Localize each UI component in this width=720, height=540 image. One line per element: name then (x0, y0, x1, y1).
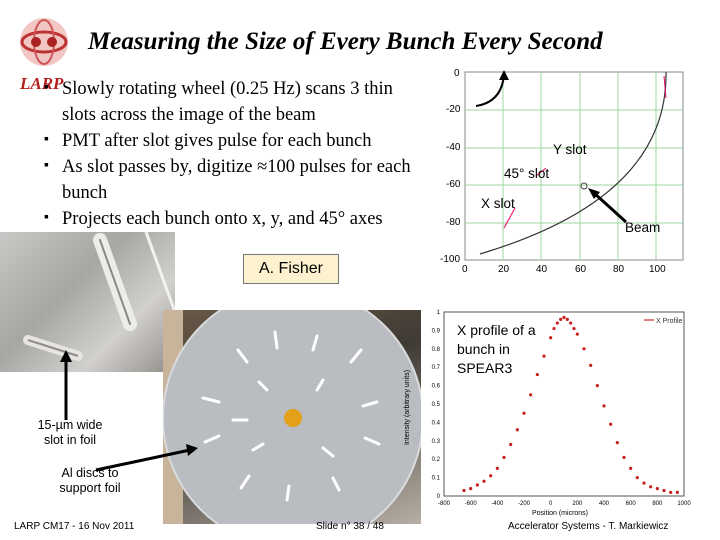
data-point (569, 321, 573, 325)
data-point (609, 422, 613, 426)
data-point (542, 354, 546, 358)
x-tick-label: 0 (549, 501, 553, 507)
x-tick-label: 20 (498, 264, 510, 275)
foil-closeup-photo (0, 232, 175, 372)
slotted-wheel-photo (163, 310, 421, 524)
y-tick-label: 0.9 (432, 328, 441, 334)
x-tick-label: -400 (491, 501, 504, 507)
y-tick-label: -100 (440, 254, 461, 265)
data-point (555, 321, 559, 325)
y-tick-label: -60 (446, 179, 461, 190)
data-point (649, 485, 653, 489)
y-tick-label: 0 (454, 68, 460, 79)
discs-photo-label-text: Al discs to support foil (59, 466, 121, 495)
data-point (535, 372, 539, 377)
data-point (602, 404, 606, 408)
beam-label: Beam (625, 220, 661, 235)
slot-photo-label: 15-µm wide slot in foil (30, 418, 110, 448)
data-point (675, 490, 679, 494)
y-slot-label: Y slot (553, 142, 587, 157)
y-tick-label: 0.2 (432, 457, 441, 463)
y-tick-label: 1 (437, 310, 441, 316)
data-point (559, 317, 563, 321)
data-point (549, 336, 553, 340)
discs-photo-label: Al discs to support foil (50, 466, 130, 496)
bullet-item: Slowly rotating wheel (0.25 Hz) scans 3 … (40, 75, 420, 128)
y-axis-title: Intensity (arbitrary units) (404, 369, 412, 446)
legend-label: X Profile (656, 318, 683, 325)
larp-logo-icon (20, 18, 68, 66)
slot-photo-label-text: 15-µm wide slot in foil (37, 418, 103, 447)
footer-right: Accelerator Systems - T. Markiewicz (508, 521, 669, 532)
data-point (482, 479, 486, 483)
x-tick-label: 1000 (677, 501, 691, 507)
data-point (552, 326, 556, 331)
data-point (655, 487, 659, 491)
x-tick-label: 400 (599, 501, 610, 507)
y-tick-label: -20 (446, 104, 461, 115)
y-tick-label: 0.6 (432, 384, 441, 390)
slot-geometry-plot: 0 20 40 60 80 100 0 -20 -40 -60 -80 -100 (440, 68, 690, 278)
data-point (475, 483, 479, 487)
y-tick-label: 0.1 (432, 476, 441, 482)
x-tick-label: 100 (649, 264, 666, 275)
credit-box: A. Fisher (243, 254, 339, 284)
bullet-item: PMT after slot gives pulse for each bunc… (40, 127, 420, 154)
data-point (582, 347, 586, 351)
y-tick-label: 0.8 (432, 347, 441, 353)
slot-45-label: 45° slot (504, 166, 550, 181)
data-point (575, 332, 579, 336)
y-tick-label: 0.5 (432, 402, 441, 408)
x-tick-label: 200 (572, 501, 583, 507)
data-point (522, 411, 526, 415)
data-point (462, 488, 466, 493)
bullet-list: Slowly rotating wheel (0.25 Hz) scans 3 … (40, 75, 420, 232)
data-point (495, 466, 499, 470)
x-tick-label: 600 (626, 501, 637, 507)
data-point (629, 466, 633, 470)
data-point (562, 315, 566, 320)
data-point (635, 476, 639, 480)
y-tick-label: -40 (446, 142, 461, 153)
data-point (669, 490, 673, 494)
y-tick-label: -80 (446, 217, 461, 228)
data-point (572, 326, 576, 331)
x-tick-label: -800 (438, 501, 451, 507)
x-tick-label: 80 (613, 264, 625, 275)
logo (14, 14, 74, 76)
x-tick-label: 60 (575, 264, 587, 275)
data-point (615, 441, 619, 445)
profile-annotation: X profile of a bunch in SPEAR3 (457, 322, 536, 376)
x-axis-title: Position (microns) (532, 510, 589, 517)
data-point (469, 487, 473, 491)
data-point (489, 474, 493, 478)
y-tick-label: 0.7 (432, 365, 441, 371)
data-point (622, 455, 626, 459)
bullet-item: Projects each bunch onto x, y, and 45° a… (40, 205, 420, 232)
data-point (529, 393, 533, 397)
x-tick-label: 800 (652, 501, 663, 507)
footer-left: LARP CM17 - 16 Nov 2011 (14, 521, 135, 532)
data-point (502, 455, 506, 459)
x-tick-label: 40 (536, 264, 548, 275)
data-point (509, 442, 513, 447)
footer-center: Slide n° 38 / 48 (316, 521, 384, 532)
data-point (589, 363, 593, 367)
y-tick-label: 0.3 (432, 439, 441, 445)
x-tick-label: -600 (465, 501, 478, 507)
x-slot-label: X slot (481, 196, 515, 211)
y-tick-label: 0 (437, 494, 441, 500)
data-point (565, 317, 569, 321)
x-profile-chart: -800 -600 -400 -200 0 200 400 600 800 1000 0 0.1 0.2… (404, 304, 694, 524)
data-point (642, 481, 646, 485)
x-tick-label: -200 (518, 501, 531, 507)
data-point (515, 428, 519, 432)
y-tick-label: 0.4 (432, 420, 441, 426)
data-point (662, 488, 666, 493)
data-point (595, 384, 599, 388)
x-tick-label: 0 (462, 264, 468, 275)
bullet-item: As slot passes by, digitize ≈100 pulses … (40, 153, 420, 206)
slide-title: Measuring the Size of Every Bunch Every … (88, 28, 603, 55)
